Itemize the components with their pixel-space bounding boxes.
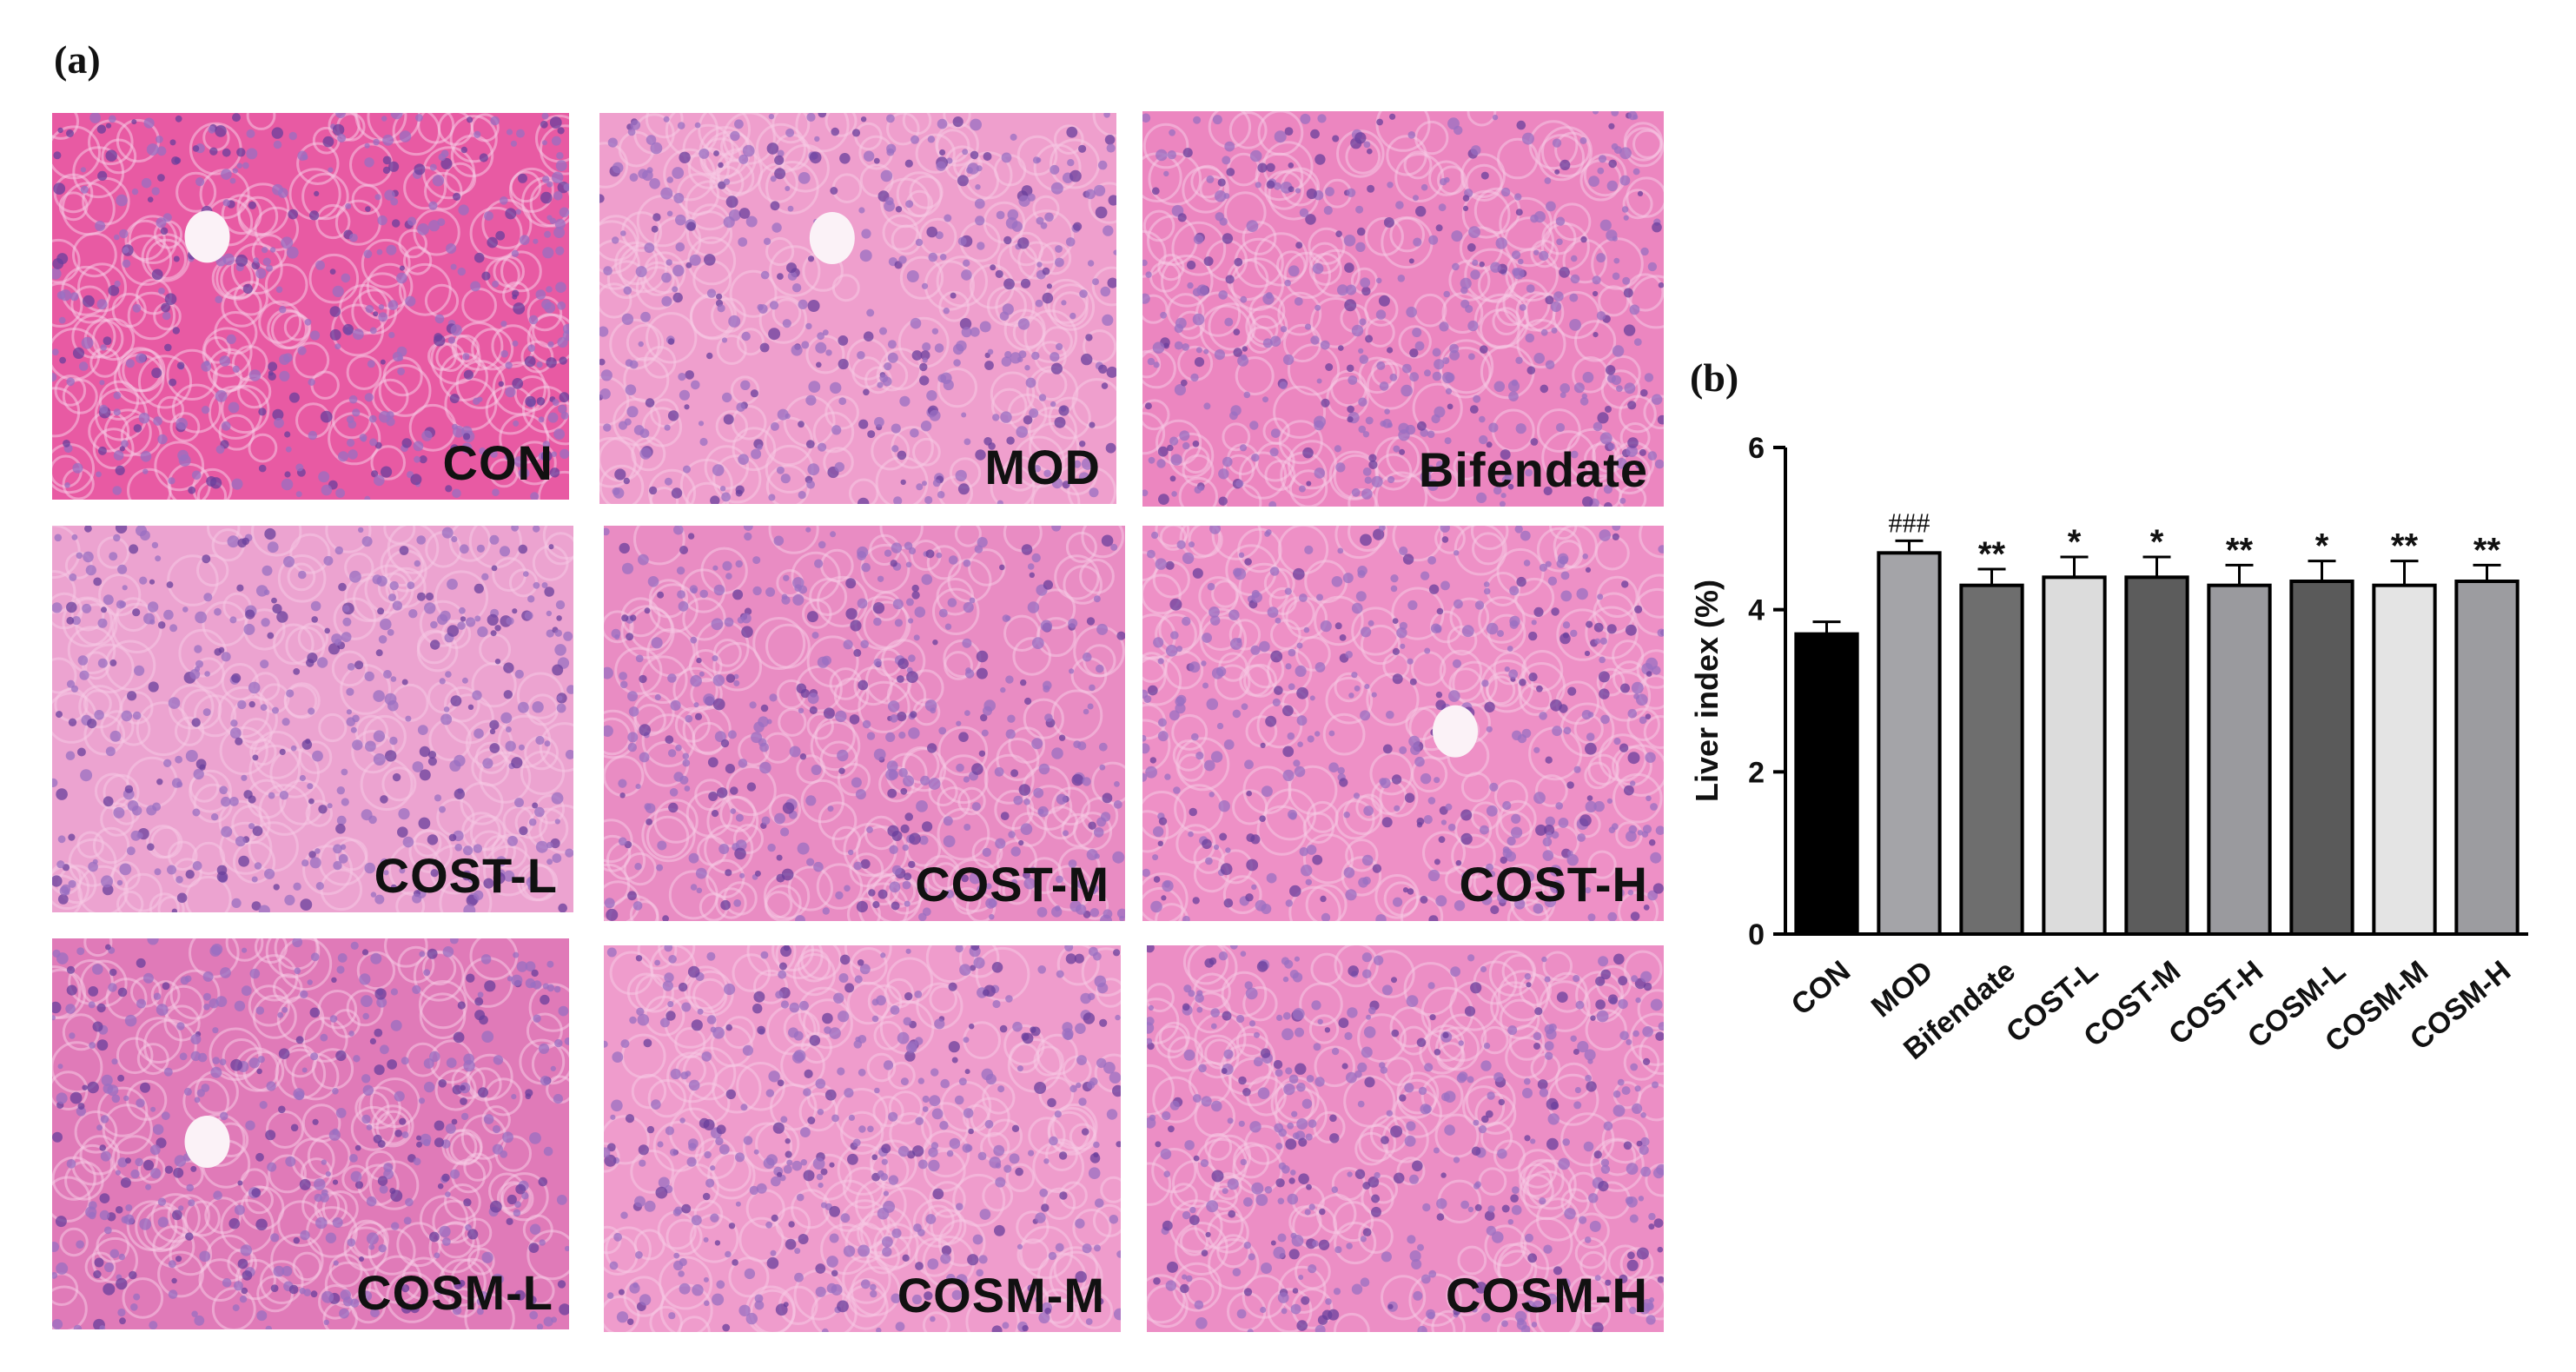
y-axis-label: Liver index (%) [1689, 580, 1725, 802]
significance-marker: ** [2473, 531, 2501, 569]
tissue-texture [52, 938, 569, 1329]
he-micrograph-con: CON [52, 113, 569, 500]
bar-cost-l [2042, 575, 2107, 936]
bar-mod [1877, 551, 1942, 936]
central-vein [809, 212, 855, 264]
y-tick-label: 0 [1748, 918, 1765, 951]
significance-marker: ** [2226, 531, 2254, 569]
he-micrograph-mod: MOD [599, 113, 1116, 504]
bar-cost-h [2207, 583, 2272, 937]
significance-marker: * [2150, 523, 2164, 561]
he-micrograph-cost-m: COST-M [604, 526, 1125, 921]
significance-marker: ### [1889, 507, 1930, 538]
micrograph-caption: COST-H [1459, 857, 1648, 911]
micrograph-caption: COST-L [374, 848, 558, 903]
bar-cosm-m [2372, 583, 2437, 937]
x-tick-label: MOD [1865, 954, 1939, 1024]
tissue-texture [1142, 111, 1664, 507]
micrograph-caption: COSM-H [1445, 1268, 1648, 1322]
micrograph-caption: COSM-L [356, 1265, 553, 1320]
he-micrograph-cosm-h: COSM-H [1147, 945, 1664, 1332]
significance-marker: ** [1978, 535, 2006, 573]
tissue-texture [599, 113, 1116, 504]
he-micrograph-cost-h: COST-H [1142, 526, 1664, 921]
micrograph-caption: MOD [984, 440, 1101, 494]
significance-marker: * [2315, 527, 2329, 566]
he-micrograph-cosm-m: COSM-M [604, 945, 1121, 1332]
y-tick-label: 4 [1748, 594, 1765, 627]
central-vein [184, 1116, 230, 1168]
tissue-texture [52, 113, 569, 500]
central-vein [1433, 705, 1478, 758]
tissue-texture [604, 526, 1125, 921]
micrograph-caption: COST-M [915, 857, 1109, 911]
he-micrograph-cost-l: COST-L [52, 526, 573, 912]
bar-cosm-h [2454, 580, 2520, 936]
significance-marker: ** [2391, 527, 2419, 566]
significance-marker: * [2068, 523, 2082, 561]
bar-cost-m [2124, 575, 2189, 936]
y-tick-label: 2 [1748, 756, 1765, 789]
bar-bifendate [1959, 583, 2024, 937]
y-tick-label: 6 [1748, 432, 1765, 465]
he-micrograph-cosm-l: COSM-L [52, 938, 569, 1329]
tissue-texture [52, 526, 573, 912]
central-vein [184, 210, 230, 263]
x-tick-label: CON [1785, 954, 1857, 1022]
micrograph-caption: CON [442, 435, 553, 490]
tissue-texture [1147, 945, 1664, 1332]
bar-cosm-l [2289, 580, 2354, 936]
tissue-texture [604, 945, 1121, 1332]
he-micrograph-bifendate: Bifendate [1142, 111, 1664, 507]
panel-b-label: (b) [1690, 355, 1739, 400]
tissue-texture [1142, 526, 1664, 921]
panel-a-label: (a) [54, 37, 101, 82]
micrograph-caption: Bifendate [1418, 442, 1648, 497]
micrograph-caption: COSM-M [897, 1268, 1105, 1322]
bar-con [1794, 632, 1859, 936]
